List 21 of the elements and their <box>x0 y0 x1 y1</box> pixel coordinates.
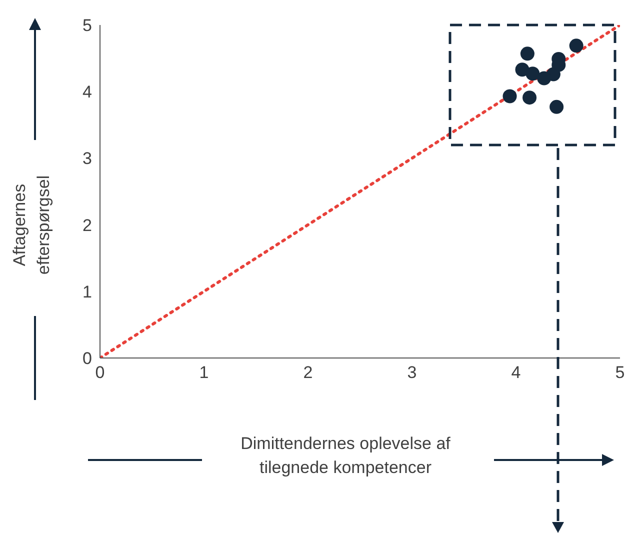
y-tick-label: 3 <box>82 149 92 168</box>
point <box>502 89 517 104</box>
point <box>526 66 540 81</box>
y-tick-label: 5 <box>82 16 92 36</box>
x-tick-label: 4 <box>511 363 521 382</box>
y-tick-label: 4 <box>82 82 92 102</box>
y-tick-label: 2 <box>82 216 92 235</box>
x-tick-label: 5 <box>615 363 625 382</box>
x-tick-label: 2 <box>303 363 313 382</box>
x-axis-title: Dimittendernes oplevelse af tilegnede kompetencer <box>240 433 452 479</box>
point <box>522 90 537 105</box>
x-tick-label: 1 <box>199 363 209 382</box>
y-tick-label: 1 <box>82 282 92 302</box>
y-tick-label: 0 <box>82 349 92 368</box>
point <box>537 71 552 86</box>
point <box>550 100 564 114</box>
y-axis-title: Aftagernes efterspørgsel <box>9 174 54 277</box>
point <box>520 46 534 61</box>
point <box>569 38 584 53</box>
x-tick-label: 0 <box>95 363 105 382</box>
x-tick-label: 3 <box>407 363 417 382</box>
